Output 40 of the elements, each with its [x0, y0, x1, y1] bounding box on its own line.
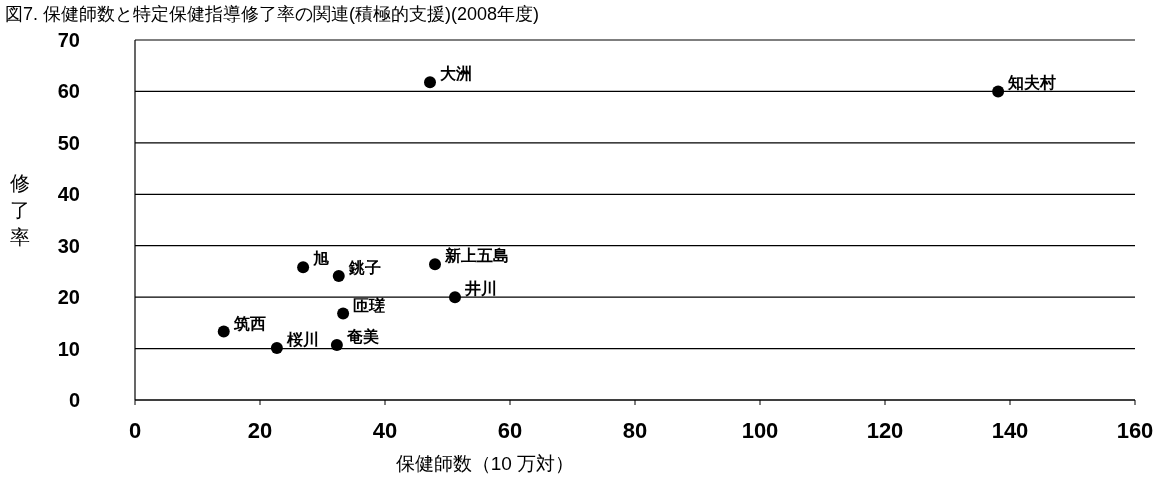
point: [992, 85, 1005, 98]
x-tick-label: 80: [622, 418, 648, 443]
annotation: 井川: [464, 280, 497, 298]
x-tick-label: 120: [866, 418, 904, 443]
x-tick-label: 60: [497, 418, 523, 443]
y-tick-label: 60: [57, 80, 80, 103]
point: [429, 258, 441, 271]
x-axis-title: 保健師数（10 万対）: [395, 453, 575, 474]
point: [424, 76, 436, 89]
annotation: 匝瑳: [353, 296, 386, 314]
x-tick-label: 40: [372, 418, 398, 443]
y-tick-label: 10: [57, 337, 80, 360]
y-tick-label: 50: [57, 131, 80, 154]
point: [297, 261, 310, 274]
annotation: 新上五島: [444, 247, 509, 265]
y-tick-label: 30: [57, 234, 80, 257]
point: [449, 291, 461, 304]
y-tick-label: 40: [57, 183, 80, 206]
x-tick-label: 20: [247, 418, 273, 443]
chart-title: 図7. 保健師数と特定保健指導修了率の関連(積極的支援)(2008年度): [5, 4, 540, 24]
point: [217, 325, 230, 338]
point: [332, 270, 345, 283]
y-tick-label: 0: [68, 389, 80, 411]
annotation: 桜川: [285, 331, 319, 349]
y-tick-label: 20: [57, 286, 80, 309]
annotation: 筑西: [232, 314, 266, 332]
annotation: 銚子: [347, 259, 381, 277]
point: [330, 338, 343, 351]
annotation: 知夫村: [1007, 74, 1057, 92]
point: [270, 342, 283, 355]
x-tick-label: 160: [1116, 418, 1154, 443]
point: [337, 307, 350, 320]
annotation: 大洲: [440, 65, 472, 83]
y-axis-title: 修了率: [10, 172, 30, 248]
y-tick-label: 70: [57, 29, 80, 51]
annotation: 旭: [312, 250, 330, 268]
x-tick-label: 100: [741, 418, 779, 443]
x-tick-label: 140: [991, 418, 1029, 443]
annotation: 奄美: [345, 326, 379, 345]
x-tick-label: 0: [128, 418, 142, 443]
